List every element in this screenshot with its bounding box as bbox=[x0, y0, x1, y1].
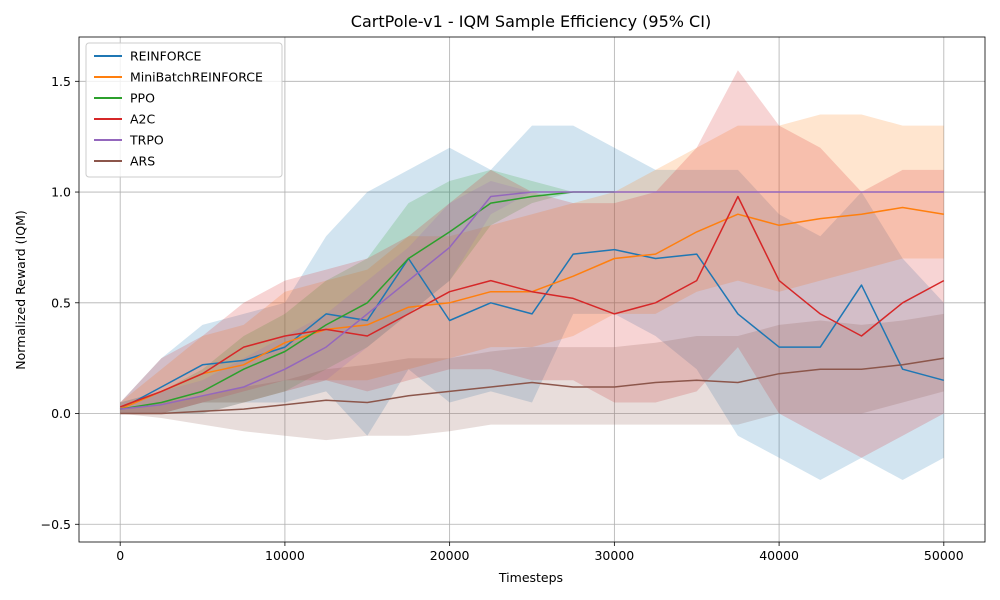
series-line-a2c bbox=[119, 195, 945, 408]
legend-label: REINFORCE bbox=[130, 49, 201, 64]
legend-box bbox=[85, 42, 283, 178]
plot-frame bbox=[78, 36, 986, 543]
x-tick-label: 20000 bbox=[430, 548, 470, 563]
ci-band-a2c bbox=[120, 70, 944, 458]
plot-area: 0 10000 20000 30000 40000 50000 −0.5 0.0 0.5 1.0 1… bbox=[41, 36, 986, 563]
series-line-trpo bbox=[120, 191, 944, 410]
y-tick-label: 1.5 bbox=[51, 74, 71, 89]
x-axis-label: Timesteps bbox=[498, 570, 563, 585]
ci-band-ppo bbox=[120, 169, 615, 414]
x-tick-label: 30000 bbox=[594, 548, 634, 563]
x-tick-label: 50000 bbox=[924, 548, 964, 563]
legend-label: TRPO bbox=[129, 133, 164, 148]
y-axis-label: Normalized Reward (IQM) bbox=[13, 210, 28, 369]
chart-title: CartPole-v1 - IQM Sample Efficiency (95%… bbox=[351, 12, 711, 31]
series-line-reinforce bbox=[119, 248, 944, 410]
y-tick-label: −0.5 bbox=[41, 517, 71, 532]
x-tick-label: 0 bbox=[116, 548, 124, 563]
series-line-ppo bbox=[120, 191, 615, 410]
ci-band-ars bbox=[120, 313, 944, 441]
legend-label: MiniBatchREINFORCE bbox=[130, 70, 263, 85]
x-tick-label: 40000 bbox=[759, 548, 799, 563]
y-tick-label: 0.0 bbox=[51, 406, 71, 421]
legend-label: A2C bbox=[130, 112, 156, 127]
ci-band-trpo bbox=[120, 181, 944, 414]
x-tick-label: 10000 bbox=[265, 548, 305, 563]
y-tick-label: 1.0 bbox=[51, 185, 71, 200]
y-tick-label: 0.5 bbox=[51, 295, 71, 310]
legend-label: PPO bbox=[130, 91, 155, 106]
legend-label: ARS bbox=[130, 154, 155, 169]
legend: REINFORCE MiniBatchREINFORCE PPO A2C TRPO ARS bbox=[85, 42, 283, 178]
series-line-ars bbox=[120, 357, 944, 415]
ci-band-minibatchreinforce bbox=[120, 114, 944, 414]
